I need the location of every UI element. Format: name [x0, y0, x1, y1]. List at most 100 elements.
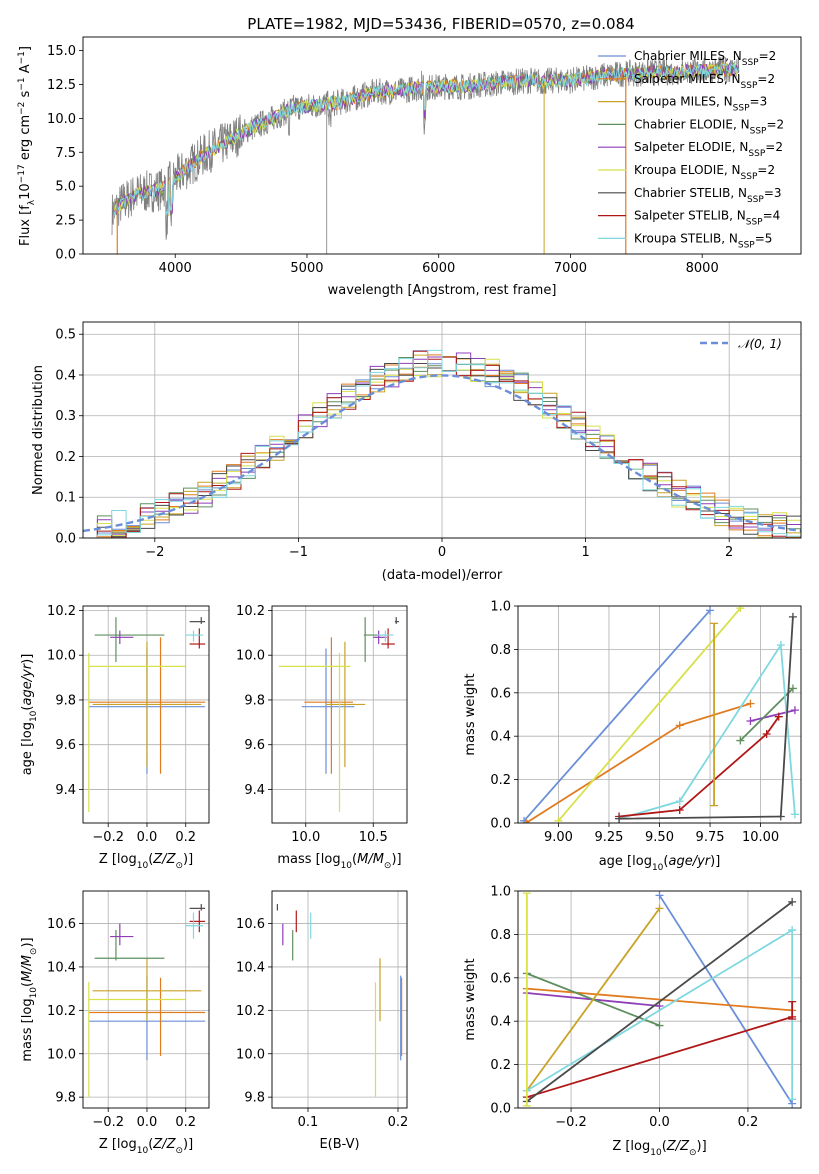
data-point-kroupa-elodie: [88, 982, 186, 1098]
y-tick-label: 10.0: [47, 649, 76, 664]
label-part: (: [662, 1139, 667, 1154]
series-line: [750, 709, 796, 722]
plus-marker: [762, 730, 771, 739]
y-tick-label: 9.8: [244, 693, 265, 708]
legend-label: Chabrier MILES, NSSP=2: [634, 49, 776, 68]
mass-weight-vs-metallicity-panel: −0.2 0.0 0.2 0.0 0.2 0.4 0.6 0.8 1.0 Z [log10(Z/Z…: [463, 885, 802, 1158]
data-point-salpeter-elodie: [110, 630, 134, 645]
x-tick-label: 0.1: [298, 1115, 319, 1130]
label-part: (: [352, 852, 357, 867]
subscript: SSP: [750, 126, 767, 136]
y-tick-label: 0.4: [55, 368, 76, 383]
ticks: −0.2 0.0 0.2 9.4 9.6 9.8 10.0 10.2: [47, 604, 196, 845]
y-tick-label: 10.6: [47, 917, 76, 932]
x-tick-label: 5000: [290, 261, 323, 276]
label-part: =2: [757, 163, 775, 177]
y-tick-label: 9.4: [55, 783, 76, 798]
y-tick-label: 0.3: [55, 409, 76, 424]
grid-lines: [518, 605, 801, 824]
error-bar-kroupa-elodie: [522, 892, 531, 1107]
label-part: Kroupa STELIB, N: [634, 231, 738, 245]
y-tick-label: 10.4: [236, 960, 265, 975]
x-tick-label: 10.00: [742, 830, 779, 845]
data-point-salpeter-elodie: [110, 923, 134, 946]
plot-area: [83, 349, 801, 538]
series-line: [526, 929, 793, 1092]
y-tick-label: 10.2: [236, 1004, 265, 1019]
legend-entry: Kroupa ELODIE, NSSP=2: [598, 163, 775, 182]
y-axis-label: mass weight: [463, 673, 478, 755]
label-part: =4: [763, 209, 781, 223]
subscript: ⊙: [384, 861, 392, 871]
mass-vs-ebv-panel: 0.1 0.2 9.8 10.0 10.2 10.4 10.6 E(B-V): [236, 890, 408, 1152]
x-axis-label: Z [log10(Z/Z⊙)]: [99, 1137, 193, 1156]
x-axis-label: wavelength [Angstrom, rest frame]: [328, 283, 557, 298]
series-line: [618, 642, 796, 820]
x-axis-label: Z [log10(Z/Z⊙)]: [99, 852, 193, 871]
plus-marker: [522, 819, 531, 823]
axes-frame: [517, 890, 802, 1109]
data-point-salpeter-elodie: [373, 630, 387, 645]
label-part: =2: [766, 117, 784, 131]
axes-frame: [82, 605, 210, 824]
plus-marker: [655, 1002, 664, 1011]
label-part: =3: [764, 186, 782, 200]
data-point-chabrier-stelib: [394, 617, 399, 624]
subscript: 10: [650, 1148, 662, 1158]
y-tick-label: 9.4: [244, 783, 265, 798]
data-point-kroupa-stelib: [377, 630, 394, 642]
y-tick-label: 0.0: [490, 1102, 511, 1117]
x-tick-label: 0.2: [175, 830, 196, 845]
series-kroupa-stelib: [615, 641, 799, 823]
age-vs-metallicity-panel: −0.2 0.0 0.29.49.69.810.010.2Z [log10(Z/Z⊙…: [20, 604, 210, 871]
label-part: A: [18, 64, 33, 77]
y-tick-label: 7.5: [55, 146, 76, 161]
x-tick-label: 1: [581, 545, 589, 560]
x-tick-label: 2: [725, 545, 733, 560]
label-part: Z/Z: [152, 1137, 176, 1152]
y-tick-label: 10.2: [236, 604, 265, 619]
series-line: [739, 687, 794, 742]
data-point-kroupa-elodie: [88, 652, 186, 812]
y-tick-label: 0.6: [490, 686, 511, 701]
y-axis-label: mass [log10(M/M⊙)]: [20, 937, 39, 1061]
y-tick-label: 10.0: [47, 112, 76, 127]
label-part: Z [log: [99, 852, 137, 867]
x-tick-label: 10.5: [359, 830, 388, 845]
ticks: 0.1 0.2 9.8 10.0 10.2 10.4 10.6: [236, 917, 408, 1130]
plus-marker: [776, 641, 785, 650]
legend-label: Kroupa ELODIE, NSSP=2: [634, 163, 775, 182]
age-vs-mass-panel: 10.0 10.5 9.4 9.6 9.8 10.0 10.2 mass [log10(M/M…: [236, 604, 408, 871]
data-point-kroupa-miles: [92, 641, 202, 768]
y-tick-label: 10.4: [47, 960, 76, 975]
ticks: −0.2 0.0 0.2 9.8 10.0 10.2 10.4 10.6: [47, 917, 196, 1130]
legend-entry: Chabrier MILES, NSSP=2: [598, 49, 776, 68]
y-tick-label: 9.6: [55, 738, 76, 753]
x-tick-label: 0.2: [388, 1115, 409, 1130]
error-bar-salpeter-stelib: [788, 1001, 797, 1020]
y-tick-label: 9.8: [55, 1091, 76, 1106]
x-tick-label: −0.2: [92, 830, 124, 845]
axes-frame: [82, 890, 210, 1109]
label-part: Kroupa MILES, N: [634, 95, 733, 109]
legend-label: Salpeter ELODIE, NSSP=2: [634, 140, 783, 159]
x-tick-label: 9.00: [544, 830, 573, 845]
data-point-salpeter-stelib: [189, 628, 206, 649]
label-part: )]: [183, 852, 193, 867]
label-part: erg cm: [18, 115, 33, 164]
label-part: (: [148, 852, 153, 867]
y-tick-label: 0.6: [490, 971, 511, 986]
data-point-chabrier-stelib: [189, 904, 206, 911]
legend-label: Chabrier STELIB, NSSP=3: [634, 186, 782, 205]
label-part: =2: [765, 140, 783, 154]
label-part: Flux [f: [18, 205, 33, 246]
y-tick-label: 10.6: [236, 917, 265, 932]
plot-area: [278, 617, 399, 812]
label-part: =2: [759, 49, 777, 63]
y-tick-label: 5.0: [55, 180, 76, 195]
label-part: Z/Z: [152, 852, 176, 867]
x-axis-label: age [log10(age/yr)]: [599, 854, 721, 873]
data-point-kroupa-miles: [92, 958, 202, 1022]
superscript: −1: [17, 77, 27, 90]
x-tick-label: −0.2: [555, 1115, 587, 1130]
